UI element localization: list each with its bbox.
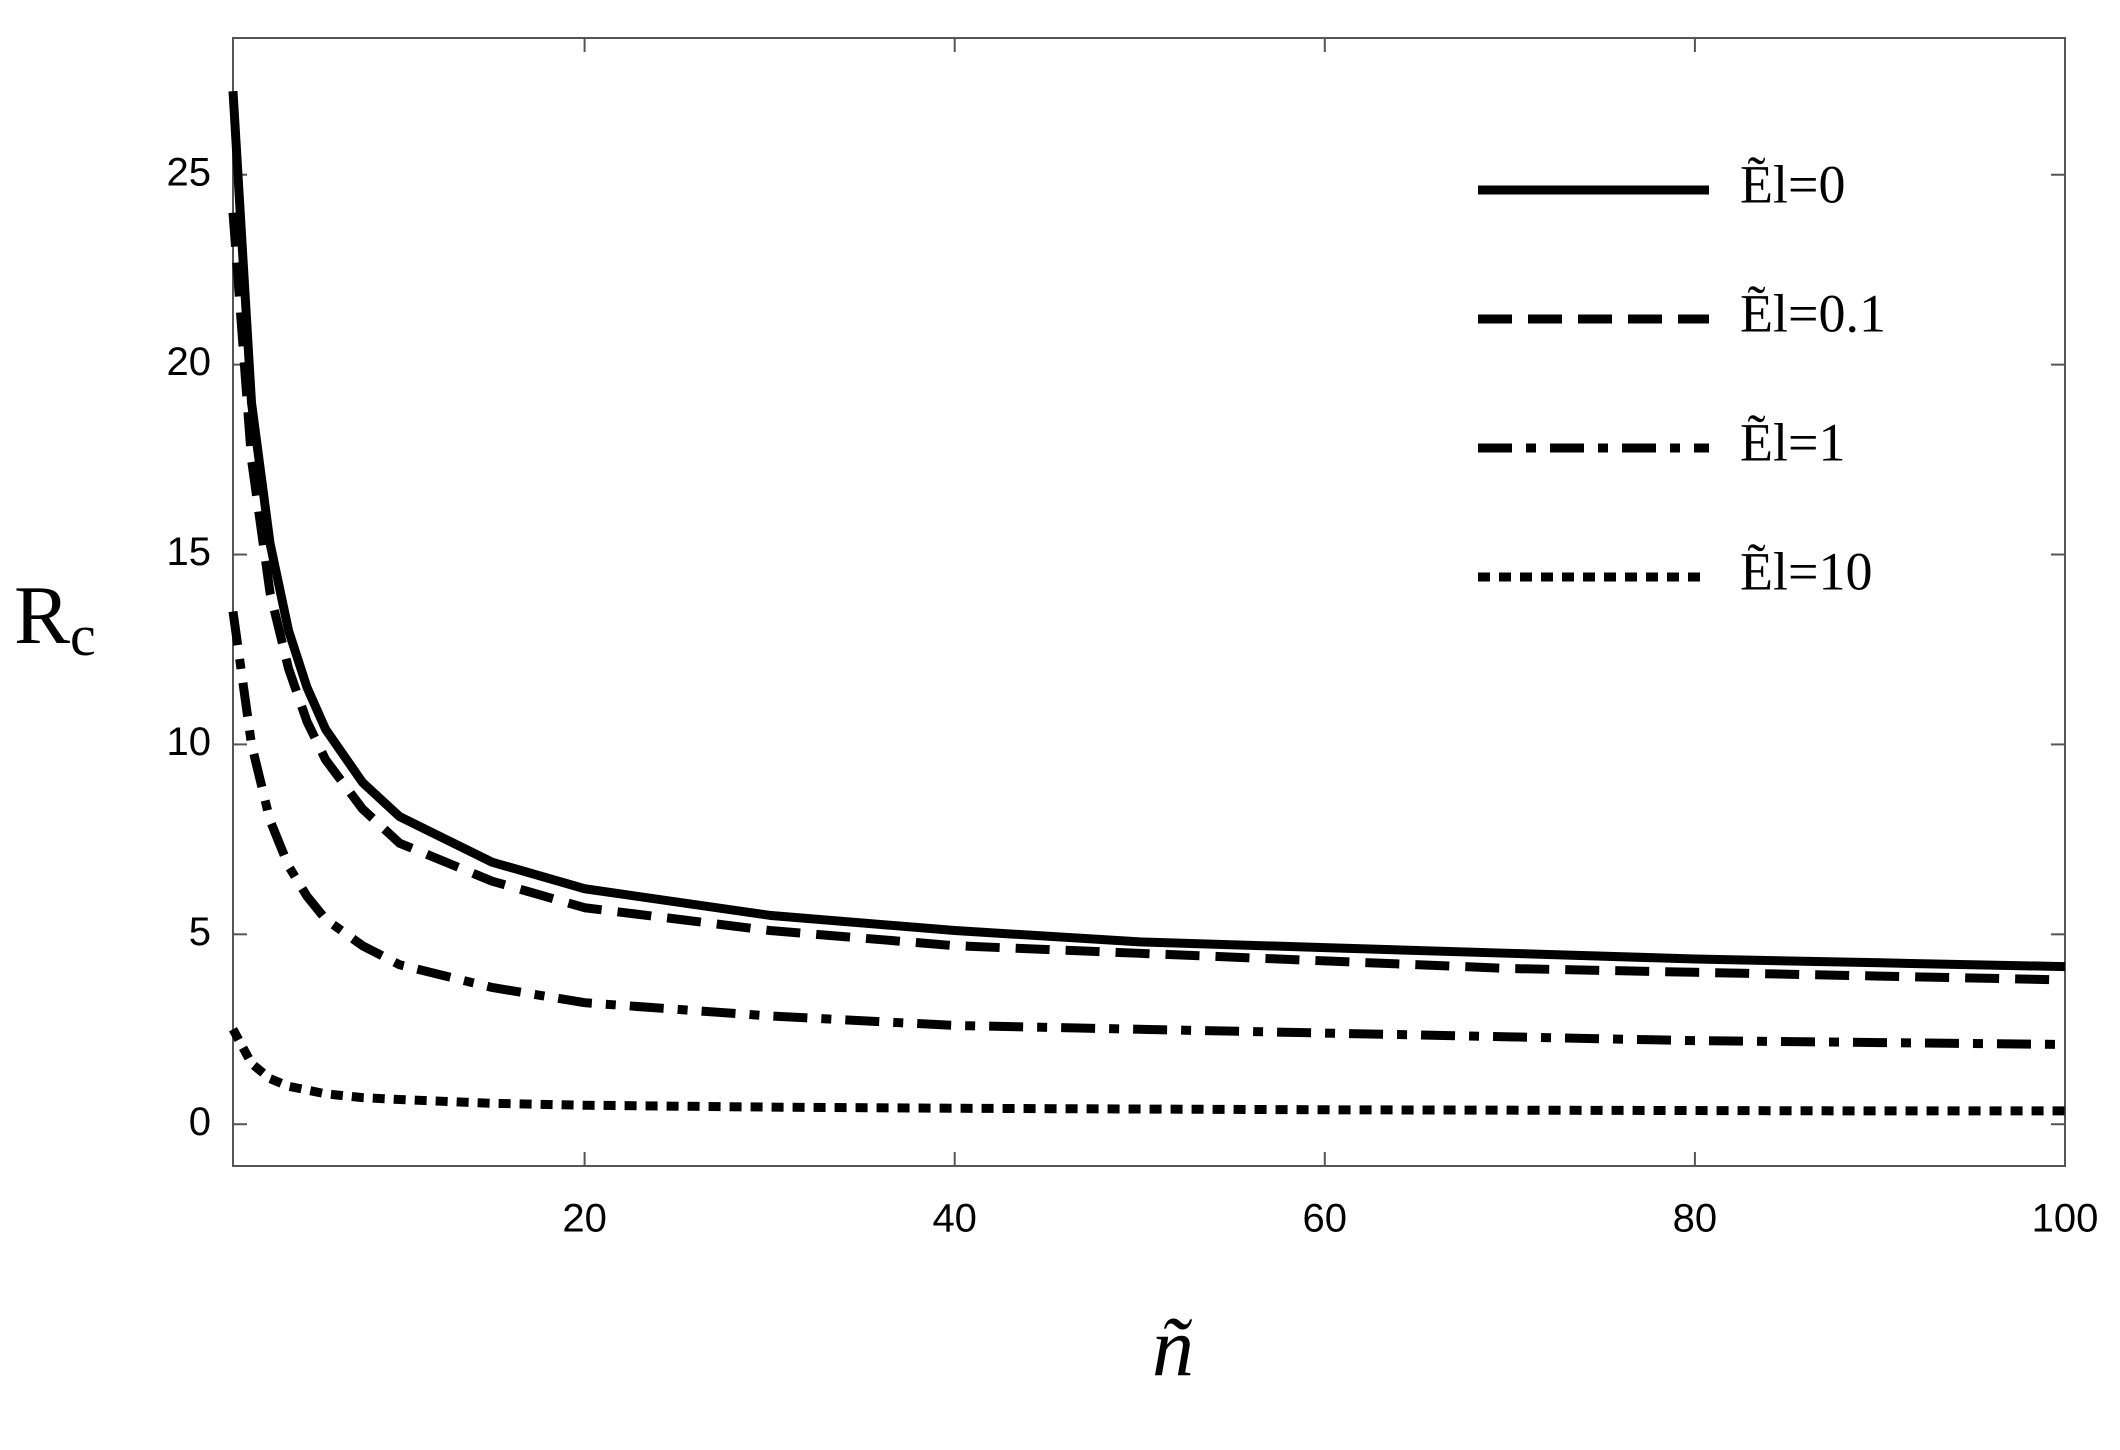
series-line <box>228 610 2066 1049</box>
y-tick-label: 20 <box>167 340 212 384</box>
legend-label: Ẽl=0 <box>1740 154 1845 214</box>
x-tick-label: 60 <box>1303 1197 1348 1241</box>
plot-frame <box>232 37 2066 1167</box>
y-tick-label: 15 <box>167 530 212 574</box>
series-line <box>228 90 2066 972</box>
y-tick-label: 25 <box>167 150 212 194</box>
x-tick-label: 40 <box>932 1197 977 1241</box>
y-tick-label: 0 <box>189 1100 211 1144</box>
x-tick-label: 100 <box>2032 1197 2099 1241</box>
series-line <box>228 212 2066 985</box>
legend-label: Ẽl=1 <box>1740 412 1845 472</box>
x-tick-label: 80 <box>1673 1197 1718 1241</box>
y-tick-label: 10 <box>167 720 212 764</box>
x-tick-label: 20 <box>562 1197 607 1241</box>
x-axis-label: ñ <box>1152 1301 1194 1394</box>
legend-label: Ẽl=10 <box>1740 541 1872 601</box>
y-tick-label: 5 <box>189 910 211 954</box>
y-axis-label-main: R <box>14 569 70 662</box>
y-axis-label-subscript: c <box>70 603 96 668</box>
legend-label: Ẽl=0.1 <box>1740 283 1886 343</box>
y-axis-label: Rc <box>14 569 96 668</box>
